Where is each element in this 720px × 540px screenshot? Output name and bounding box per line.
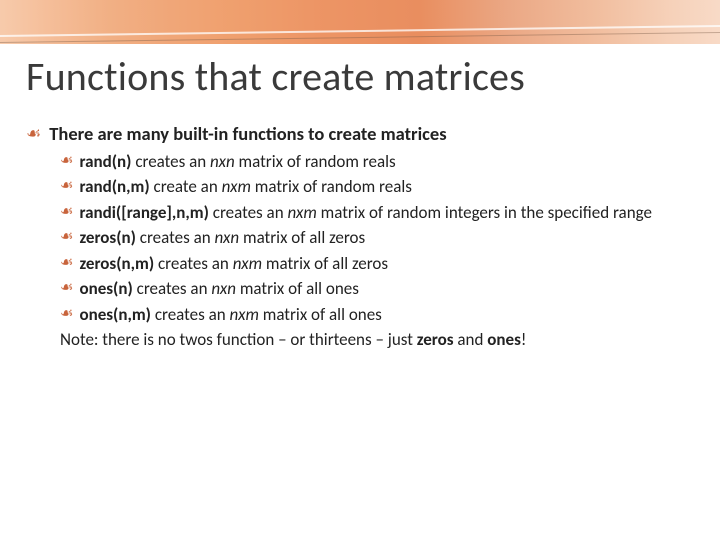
list-item: ☙ zeros(n,m) creates an nxm matrix of al… — [60, 253, 694, 275]
list-item: ☙ rand(n) creates an nxn matrix of rando… — [60, 151, 694, 173]
item-text: ones(n) creates an nxn matrix of all one… — [79, 278, 694, 300]
item-text: zeros(n) creates an nxn matrix of all ze… — [79, 227, 694, 249]
slide-content: Functions that create matrices ☙ There a… — [26, 54, 694, 352]
bullet-icon: ☙ — [60, 176, 73, 195]
item-text: rand(n) creates an nxn matrix of random … — [79, 151, 694, 173]
list-item: ☙ zeros(n) creates an nxn matrix of all … — [60, 227, 694, 249]
bullet-icon: ☙ — [26, 122, 41, 144]
note-text: Note: there is no twos function – or thi… — [60, 329, 694, 351]
list-item: ☙ ones(n,m) creates an nxm matrix of all… — [60, 304, 694, 326]
slide-title: Functions that create matrices — [26, 54, 694, 100]
bullet-icon: ☙ — [60, 278, 73, 297]
item-text: zeros(n,m) creates an nxm matrix of all … — [79, 253, 694, 275]
item-text: rand(n,m) create an nxm matrix of random… — [79, 176, 694, 198]
bullet-icon: ☙ — [60, 151, 73, 170]
lead-text: There are many built-in functions to cre… — [49, 122, 694, 145]
bullet-icon: ☙ — [60, 253, 73, 272]
lead-bullet: ☙ There are many built-in functions to c… — [26, 122, 694, 145]
bullet-icon: ☙ — [60, 227, 73, 246]
list-item: ☙ randi([range],n,m) creates an nxm matr… — [60, 202, 694, 224]
bullet-icon: ☙ — [60, 304, 73, 323]
item-text: randi([range],n,m) creates an nxm matrix… — [79, 202, 694, 224]
list-item: ☙ ones(n) creates an nxn matrix of all o… — [60, 278, 694, 300]
item-text: ones(n,m) creates an nxm matrix of all o… — [79, 304, 694, 326]
decorative-top-stripe — [0, 0, 720, 44]
bullet-icon: ☙ — [60, 202, 73, 221]
list-item: ☙ rand(n,m) create an nxm matrix of rand… — [60, 176, 694, 198]
